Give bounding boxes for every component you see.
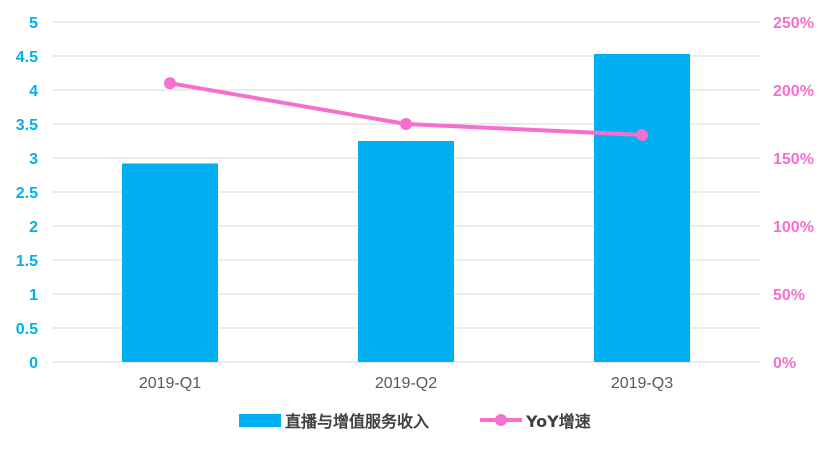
line-point	[164, 77, 176, 90]
left-tick-label: 5	[29, 15, 38, 32]
legend-label-line: YoY增速	[525, 412, 591, 431]
bar	[122, 163, 218, 362]
bar-series	[122, 53, 690, 363]
x-axis: 2019-Q1 2019-Q2 2019-Q3	[139, 375, 673, 392]
left-tick-label: 2	[29, 219, 38, 236]
legend-swatch-bar	[239, 414, 281, 427]
right-tick-label: 100%	[773, 219, 814, 236]
right-tick-label: 50%	[773, 287, 805, 304]
left-tick-label: 4	[29, 83, 38, 100]
left-tick-label: 1.5	[16, 253, 38, 270]
bar	[594, 53, 690, 363]
left-tick-label: 0.5	[16, 321, 38, 338]
x-tick-label: 2019-Q3	[611, 375, 673, 392]
line-point	[400, 118, 412, 130]
left-tick-label: 4.5	[16, 49, 38, 66]
left-tick-label: 3	[29, 151, 38, 168]
left-tick-label: 2.5	[16, 185, 38, 202]
legend: 直播与增值服务收入 YoY增速	[239, 412, 591, 431]
right-tick-label: 150%	[773, 151, 814, 168]
left-tick-label: 1	[29, 287, 38, 304]
legend-swatch-marker	[495, 414, 507, 426]
bar	[358, 141, 454, 362]
left-tick-label: 3.5	[16, 117, 38, 134]
left-axis: 0 0.5 1 1.5 2 2.5 3 3.5 4 4.5 5	[16, 15, 38, 372]
line-point	[636, 128, 648, 141]
x-tick-label: 2019-Q1	[139, 375, 201, 392]
right-axis: 0% 50% 100% 150% 200% 250%	[773, 15, 814, 372]
legend-label-bar: 直播与增值服务收入	[285, 412, 429, 431]
left-tick-label: 0	[29, 355, 38, 372]
line-series	[164, 77, 648, 141]
right-tick-label: 200%	[773, 83, 814, 100]
right-tick-label: 0%	[773, 355, 796, 372]
x-tick-label: 2019-Q2	[375, 375, 437, 392]
right-tick-label: 250%	[773, 15, 814, 32]
